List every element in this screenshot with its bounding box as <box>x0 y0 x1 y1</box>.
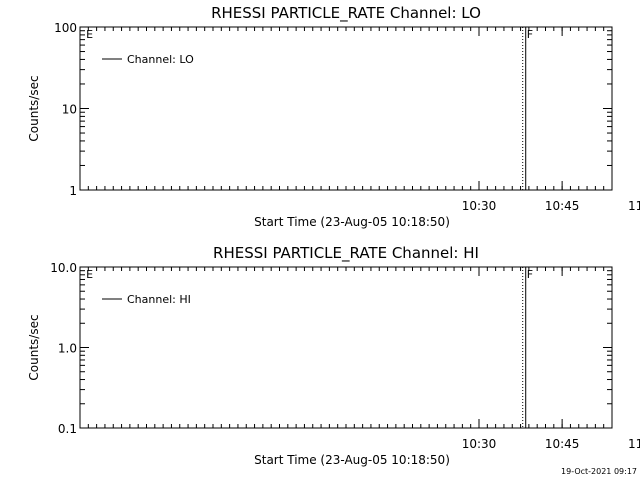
chart-title: RHESSI PARTICLE_RATE Channel: LO <box>211 4 481 23</box>
y-tick-label: 10 <box>62 103 77 117</box>
x-tick-label: 11:00 <box>628 437 640 451</box>
y-tick-label: 100 <box>54 21 77 35</box>
flag-label: F <box>527 268 533 281</box>
x-tick-label: 10:30 <box>462 437 497 451</box>
y-tick-label: 10.0 <box>50 261 77 275</box>
x-tick-label: 11:00 <box>628 199 640 213</box>
flag-label: E <box>86 28 93 41</box>
x-tick-label: 10:45 <box>545 437 580 451</box>
x-axis-label: Start Time (23-Aug-05 10:18:50) <box>254 453 450 467</box>
y-tick-label: 1 <box>69 184 77 198</box>
chart-title: RHESSI PARTICLE_RATE Channel: HI <box>213 244 479 263</box>
y-tick-label: 0.1 <box>58 422 77 436</box>
hi-channel-panel: RHESSI PARTICLE_RATE Channel: HI Counts/s… <box>27 244 640 467</box>
x-axis-label: Start Time (23-Aug-05 10:18:50) <box>254 215 450 229</box>
plot-frame <box>79 26 613 191</box>
x-tick-label: 10:45 <box>545 199 580 213</box>
plot-frame <box>79 266 613 429</box>
lo-channel-panel: RHESSI PARTICLE_RATE Channel: LO Counts/s… <box>27 4 640 229</box>
y-axis-label: Counts/sec <box>27 75 41 141</box>
flag-label: E <box>86 268 93 281</box>
x-tick-label: 10:30 <box>462 199 497 213</box>
timestamp-footer: 19-Oct-2021 09:17 <box>561 467 637 476</box>
flag-label: F <box>527 28 533 41</box>
y-tick-label: 1.0 <box>58 342 77 356</box>
y-axis-label: Counts/sec <box>27 314 41 380</box>
legend-entry: Channel: HI <box>127 293 191 306</box>
legend-entry: Channel: LO <box>127 53 194 66</box>
